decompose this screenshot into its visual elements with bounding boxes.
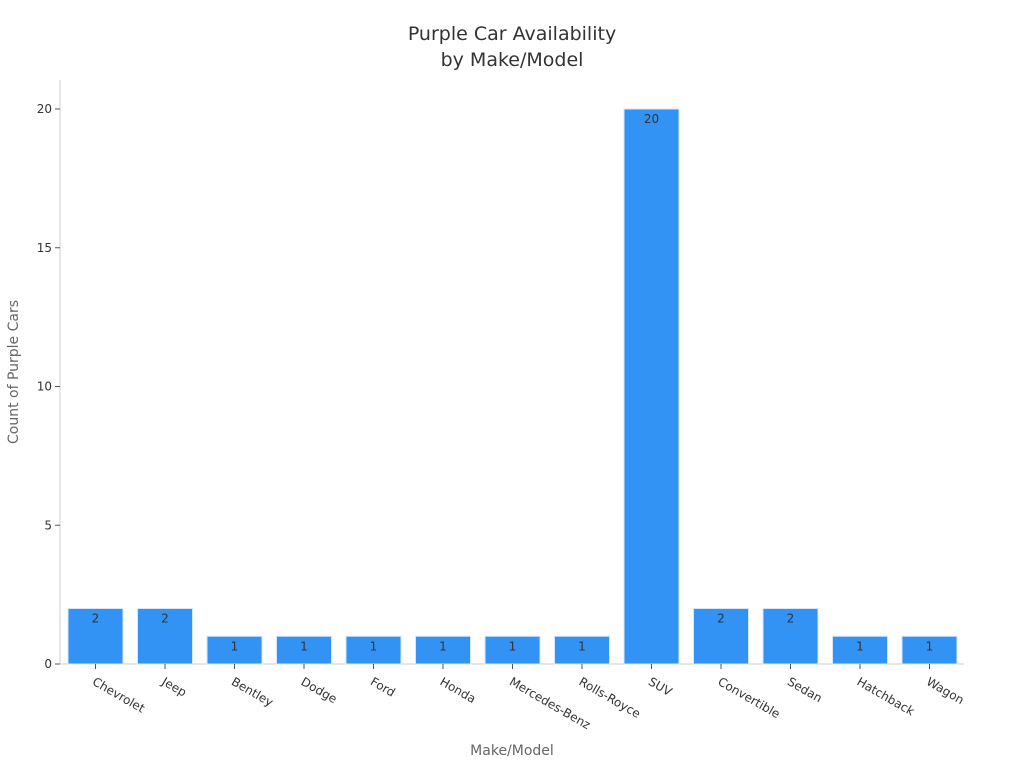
bars-group: 2 2 1 1 1 1 1 1 20 2 2 1 1 bbox=[67, 108, 958, 665]
bar-rolls-royce bbox=[554, 635, 610, 665]
chart-title-line-2: by Make/Model bbox=[441, 49, 584, 71]
x-tick-label: Honda bbox=[438, 674, 479, 706]
bar-suv bbox=[623, 108, 680, 665]
y-tick-label: 5 bbox=[44, 518, 52, 532]
data-label: 1 bbox=[578, 639, 586, 653]
data-label: 1 bbox=[370, 639, 378, 653]
x-axis-ticks: Chevrolet Jeep Bentley Dodge Ford Honda Merced… bbox=[90, 664, 967, 732]
x-tick-label: SUV bbox=[646, 674, 675, 699]
x-tick-label: Rolls-Royce bbox=[577, 674, 643, 720]
x-tick-label: Convertible bbox=[716, 674, 783, 721]
bar-sedan bbox=[762, 608, 819, 665]
data-label: 2 bbox=[92, 612, 100, 626]
bar-ford bbox=[345, 635, 402, 665]
y-axis-title: Count of Purple Cars bbox=[6, 300, 22, 444]
y-tick-label: 10 bbox=[37, 380, 52, 394]
x-axis-title: Make/Model bbox=[470, 743, 554, 759]
bar-hatchback bbox=[832, 635, 888, 665]
bar-wagon bbox=[901, 635, 958, 665]
bar-bentley bbox=[206, 635, 263, 665]
x-tick-label: Sedan bbox=[785, 674, 825, 705]
y-tick-label: 0 bbox=[44, 657, 52, 671]
x-tick-label: Ford bbox=[368, 674, 398, 699]
x-tick-label: Hatchback bbox=[855, 674, 917, 718]
chart-title-line-1: Purple Car Availability bbox=[408, 23, 616, 45]
bar-jeep bbox=[137, 608, 193, 665]
x-tick-label: Dodge bbox=[299, 674, 340, 706]
data-label: 2 bbox=[161, 612, 169, 626]
data-label: 1 bbox=[231, 639, 239, 653]
data-label: 20 bbox=[644, 112, 659, 126]
y-tick-label: 15 bbox=[37, 241, 52, 255]
x-tick-label: Jeep bbox=[159, 674, 189, 700]
data-label: 1 bbox=[509, 639, 517, 653]
y-axis-ticks: 0 5 10 15 20 bbox=[37, 102, 60, 671]
x-tick-label: Wagon bbox=[924, 674, 967, 707]
bar-mercedes-benz bbox=[484, 635, 541, 665]
data-label: 2 bbox=[787, 612, 795, 626]
data-label: 2 bbox=[717, 612, 725, 626]
data-label: 1 bbox=[300, 639, 308, 653]
x-tick-label: Chevrolet bbox=[90, 674, 147, 715]
y-tick-label: 20 bbox=[37, 102, 52, 116]
x-tick-label: Bentley bbox=[229, 674, 276, 709]
bar-honda bbox=[415, 635, 471, 665]
data-label: 1 bbox=[439, 639, 447, 653]
data-label: 1 bbox=[856, 639, 864, 653]
data-label: 1 bbox=[926, 639, 934, 653]
